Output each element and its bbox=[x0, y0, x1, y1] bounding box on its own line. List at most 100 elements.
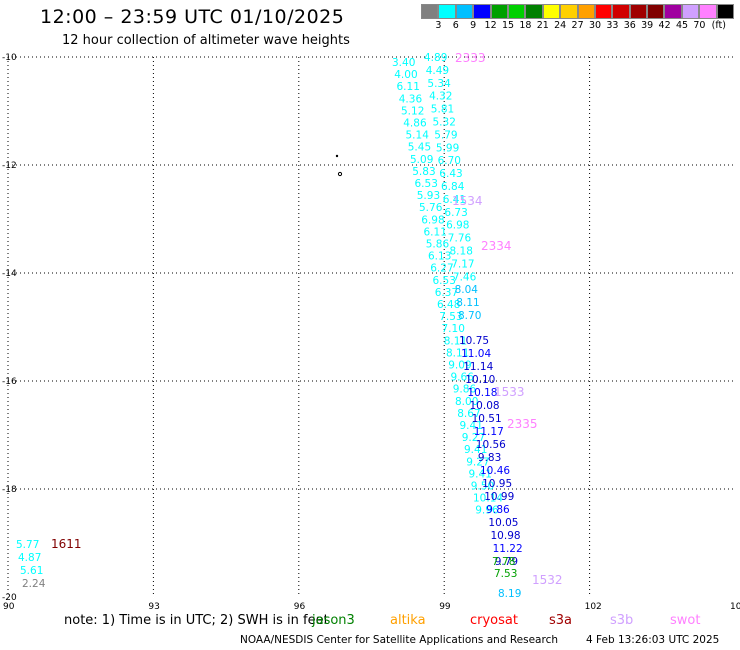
swh-value: 6.84 bbox=[441, 181, 465, 193]
swh-value: 4.36 bbox=[399, 93, 423, 105]
footer-credit: NOAA/NESDIS Center for Satellite Applica… bbox=[240, 634, 558, 646]
scale-swatch bbox=[473, 4, 491, 19]
scale-label: 24 bbox=[554, 20, 567, 31]
swh-value: 6.48 bbox=[437, 299, 460, 311]
legend-note: note: 1) Time is in UTC; 2) SWH is in fe… bbox=[64, 613, 329, 628]
swh-value: 9.50 bbox=[471, 481, 494, 493]
scale-swatch bbox=[681, 4, 700, 19]
swh-value: 5.12 bbox=[401, 105, 424, 117]
legend-swot: swot bbox=[670, 613, 701, 628]
swh-value: 7.10 bbox=[442, 323, 465, 335]
lat-tick-label: -16 bbox=[2, 377, 17, 387]
scale-label: 9 bbox=[470, 20, 477, 31]
scale-swatch bbox=[560, 4, 578, 19]
scale-label: 36 bbox=[623, 20, 636, 31]
swh-value: 8.18 bbox=[450, 246, 473, 258]
scale-swatch bbox=[542, 4, 561, 19]
swh-value: 8.70 bbox=[458, 310, 481, 322]
swh-value: 5.09 bbox=[410, 154, 433, 166]
swh-value: 11.14 bbox=[463, 361, 493, 373]
swh-value: 9.66 bbox=[451, 372, 475, 384]
swh-value: 7.53 bbox=[494, 568, 517, 580]
swh-value: 11.17 bbox=[474, 426, 504, 438]
swh-value: 6.43 bbox=[439, 168, 462, 180]
swh-value: 4.89 bbox=[424, 52, 447, 64]
lat-tick-label: -18 bbox=[2, 485, 17, 495]
swh-value: 9.41 bbox=[460, 420, 483, 432]
swh-value: 3.40 bbox=[392, 57, 415, 69]
swh-value: 8.11 bbox=[446, 347, 469, 359]
lon-tick-label: 102 bbox=[585, 602, 602, 612]
swh-value: 5.34 bbox=[427, 78, 451, 90]
swh-value: 9.27 bbox=[466, 456, 489, 468]
swh-value: 8.67 bbox=[457, 408, 480, 420]
swh-value: 2.24 bbox=[22, 578, 46, 590]
pass-time-label: 2334 bbox=[481, 239, 512, 253]
scale-label: 42 bbox=[658, 20, 671, 31]
swh-value: 10.75 bbox=[459, 335, 489, 347]
satellite-legend: note: 1) Time is in UTC; 2) SWH is in fe… bbox=[0, 613, 740, 631]
swh-value: 4.49 bbox=[426, 65, 449, 77]
swh-value: 5.99 bbox=[436, 142, 459, 154]
swh-value: 6.98 bbox=[421, 214, 444, 226]
swh-value: 10.05 bbox=[488, 517, 518, 529]
scale-label: 15 bbox=[501, 20, 515, 31]
swh-value: 4.86 bbox=[403, 118, 427, 130]
swh-value: 5.81 bbox=[431, 104, 454, 116]
swh-value: 7.78 bbox=[492, 556, 515, 568]
swh-value: 5.93 bbox=[417, 190, 440, 202]
lon-tick-label: 105 bbox=[730, 602, 740, 612]
pass-time-label: 2335 bbox=[507, 417, 538, 431]
scale-label: (ft) bbox=[711, 20, 726, 31]
scale-label: 12 bbox=[484, 20, 497, 31]
swh-value: 6.41 bbox=[443, 194, 466, 206]
scale-swatch bbox=[699, 4, 717, 19]
swh-value: 10.08 bbox=[470, 400, 500, 412]
pass-time-label: 1532 bbox=[532, 573, 563, 587]
legend-cryosat: cryosat bbox=[470, 613, 518, 628]
swh-value: 4.32 bbox=[429, 91, 452, 103]
lon-tick-label: 96 bbox=[294, 602, 306, 612]
scale-swatch bbox=[647, 4, 665, 19]
swh-value: 5.14 bbox=[406, 130, 430, 142]
swh-value: 9.09 bbox=[448, 360, 471, 372]
swh-value: 6.98 bbox=[446, 220, 469, 232]
swh-value: 7.46 bbox=[453, 271, 477, 283]
pass-time-label: 1533 bbox=[494, 385, 525, 399]
scale-swatch bbox=[577, 4, 595, 19]
swh-value: 10.99 bbox=[484, 491, 514, 503]
lat-tick-label: -14 bbox=[2, 269, 17, 279]
island-mark bbox=[337, 171, 343, 177]
scale-label: 30 bbox=[588, 20, 602, 31]
swh-value: 8.11 bbox=[444, 335, 467, 347]
swh-value: 5.79 bbox=[434, 129, 457, 141]
island-mark bbox=[335, 154, 339, 158]
scale-swatch bbox=[507, 4, 526, 19]
scale-label: 39 bbox=[641, 20, 654, 31]
swh-value: 10.10 bbox=[465, 374, 495, 386]
swh-value: 9.96 bbox=[475, 505, 499, 517]
scale-swatch bbox=[716, 4, 735, 19]
lat-tick-label: -20 bbox=[2, 593, 17, 603]
swh-value: 10.95 bbox=[482, 478, 512, 490]
map-title: 12:00 – 23:59 UTC 01/10/2025 bbox=[40, 6, 345, 28]
scale-label: 45 bbox=[675, 20, 689, 31]
scale-swatch bbox=[525, 4, 543, 19]
legend-altika: altika bbox=[390, 613, 426, 628]
wave-height-scale-labels: 3 6 9 12 15 18 21 24 27 30 33 36 39 42 45 70 (ft) bbox=[421, 20, 735, 34]
swh-value: 6.70 bbox=[438, 155, 461, 167]
swh-value: 10.51 bbox=[472, 413, 502, 425]
swh-value: 9.79 bbox=[495, 556, 518, 568]
swh-value: 10.56 bbox=[476, 439, 506, 451]
swh-value: 11.04 bbox=[461, 348, 491, 360]
swh-value: 8.19 bbox=[498, 588, 521, 600]
swh-value: 7.17 bbox=[451, 258, 474, 270]
pass-time-label: 1534 bbox=[452, 194, 483, 208]
swh-value: 6.73 bbox=[444, 207, 467, 219]
swh-value: 8.11 bbox=[456, 297, 479, 309]
legend-s3a: s3a bbox=[549, 613, 573, 628]
scale-swatch bbox=[455, 4, 474, 19]
scale-swatch bbox=[629, 4, 648, 19]
swh-value: 9.86 bbox=[486, 504, 510, 516]
